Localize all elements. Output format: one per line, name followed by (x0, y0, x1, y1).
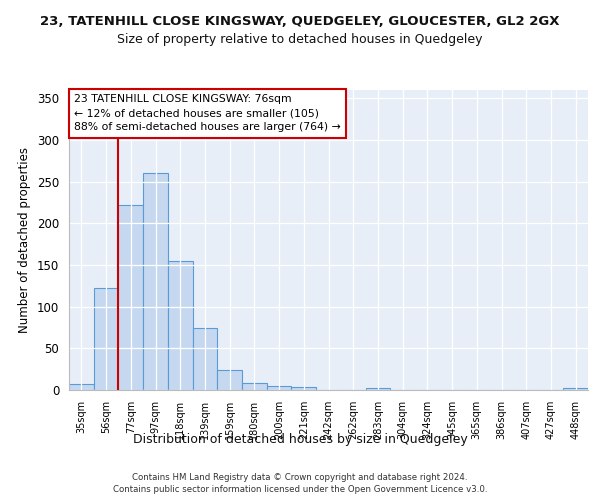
Bar (69, 384, 94, 390)
Bar (168, 261, 193, 390)
Bar (217, 370, 242, 390)
Bar (267, 386, 292, 390)
Text: 23 TATENHILL CLOSE KINGSWAY: 76sqm
← 12% of detached houses are smaller (105)
88: 23 TATENHILL CLOSE KINGSWAY: 76sqm ← 12%… (74, 94, 341, 132)
Bar (563, 388, 588, 390)
Bar (143, 174, 168, 390)
Bar (193, 328, 217, 390)
Text: Size of property relative to detached houses in Quedgeley: Size of property relative to detached ho… (117, 32, 483, 46)
Text: Distribution of detached houses by size in Quedgeley: Distribution of detached houses by size … (133, 432, 467, 446)
Bar (292, 386, 316, 390)
Bar (365, 388, 390, 390)
Bar (94, 288, 118, 390)
Text: Contains HM Land Registry data © Crown copyright and database right 2024.: Contains HM Land Registry data © Crown c… (132, 472, 468, 482)
Bar (242, 382, 267, 390)
Y-axis label: Number of detached properties: Number of detached properties (19, 147, 31, 333)
Text: Contains public sector information licensed under the Open Government Licence v3: Contains public sector information licen… (113, 485, 487, 494)
Text: 23, TATENHILL CLOSE KINGSWAY, QUEDGELEY, GLOUCESTER, GL2 2GX: 23, TATENHILL CLOSE KINGSWAY, QUEDGELEY,… (40, 15, 560, 28)
Bar (118, 205, 143, 390)
